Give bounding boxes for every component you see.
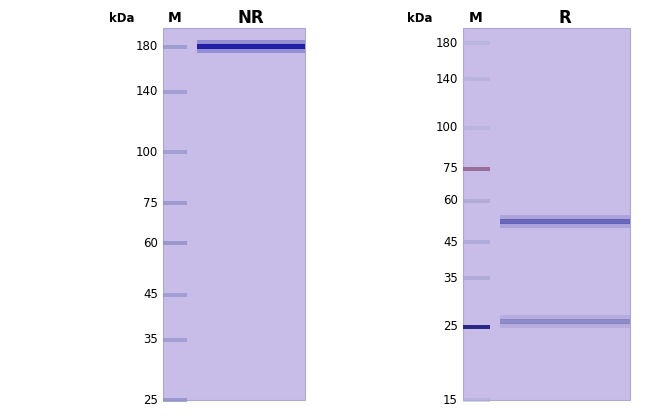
Bar bbox=[163, 150, 187, 154]
Bar bbox=[500, 215, 630, 220]
Bar bbox=[463, 28, 630, 400]
Text: 45: 45 bbox=[143, 288, 158, 301]
Bar bbox=[500, 319, 630, 324]
Bar bbox=[463, 199, 490, 203]
Text: 75: 75 bbox=[143, 197, 158, 210]
Bar bbox=[163, 90, 187, 94]
Bar bbox=[463, 77, 490, 81]
Bar bbox=[500, 314, 630, 319]
Text: kDa: kDa bbox=[109, 12, 135, 25]
Text: M: M bbox=[469, 11, 483, 25]
Text: 35: 35 bbox=[143, 333, 158, 346]
Text: 45: 45 bbox=[443, 236, 458, 249]
Text: 75: 75 bbox=[443, 162, 458, 176]
Bar bbox=[197, 40, 305, 45]
Bar bbox=[500, 219, 630, 224]
Text: 25: 25 bbox=[443, 320, 458, 333]
Bar bbox=[463, 240, 490, 244]
Bar bbox=[163, 45, 187, 49]
Bar bbox=[163, 338, 187, 342]
Text: 180: 180 bbox=[436, 37, 458, 50]
Text: 140: 140 bbox=[436, 73, 458, 86]
Bar bbox=[163, 201, 187, 206]
Text: 15: 15 bbox=[443, 394, 458, 406]
Text: kDa: kDa bbox=[406, 12, 432, 25]
Text: M: M bbox=[168, 11, 182, 25]
Bar bbox=[463, 126, 490, 129]
Bar bbox=[463, 324, 490, 329]
Text: 25: 25 bbox=[143, 394, 158, 406]
Text: 100: 100 bbox=[136, 146, 158, 158]
Text: 100: 100 bbox=[436, 121, 458, 134]
Text: R: R bbox=[558, 9, 571, 27]
Text: 35: 35 bbox=[443, 272, 458, 285]
Text: NR: NR bbox=[238, 9, 265, 27]
Bar bbox=[197, 48, 305, 53]
Text: 60: 60 bbox=[143, 237, 158, 250]
Bar bbox=[463, 276, 490, 280]
Bar bbox=[163, 28, 305, 400]
Bar bbox=[163, 398, 187, 402]
Bar bbox=[163, 293, 187, 297]
Bar bbox=[163, 241, 187, 245]
Text: 60: 60 bbox=[443, 194, 458, 208]
Bar bbox=[197, 45, 305, 50]
Bar bbox=[463, 41, 490, 45]
Bar bbox=[463, 167, 490, 171]
Bar bbox=[500, 322, 630, 327]
Bar bbox=[500, 223, 630, 228]
Bar bbox=[463, 398, 490, 402]
Text: 180: 180 bbox=[136, 40, 158, 53]
Text: 140: 140 bbox=[136, 85, 158, 98]
